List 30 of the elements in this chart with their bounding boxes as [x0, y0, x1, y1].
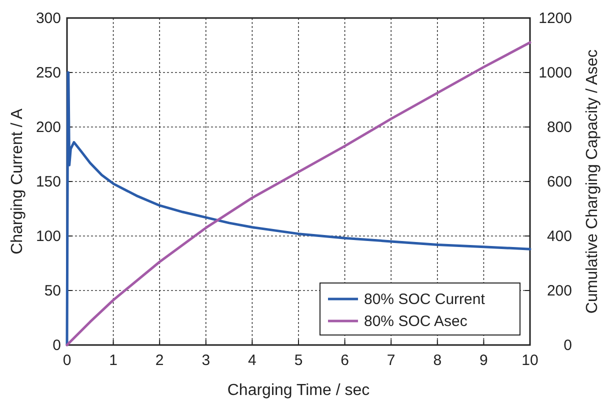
x-tick-label: 1 [109, 352, 118, 369]
x-axis-title: Charging Time / sec [227, 382, 370, 399]
legend-label: 80% SOC Current [364, 291, 486, 308]
y2-tick-label: 800 [546, 119, 572, 136]
y-tick-label: 300 [36, 10, 61, 27]
x-tick-label: 3 [202, 352, 210, 369]
y2-tick-label: 1200 [538, 10, 572, 27]
y-tick-label: 200 [36, 119, 61, 136]
y2-tick-label: 600 [546, 174, 572, 190]
x-tick-label: 10 [522, 352, 538, 369]
y-tick-label: 50 [44, 282, 61, 300]
y-tick-label: 150 [36, 174, 61, 190]
x-tick-label: 9 [480, 352, 488, 369]
y-tick-label: 0 [52, 337, 61, 354]
x-tick-label: 4 [248, 352, 256, 369]
y-tick-label: 100 [36, 228, 61, 245]
y2-tick-label: 200 [546, 282, 572, 300]
x-tick-label: 7 [386, 352, 396, 369]
y2-axis-title: Cumulative Charging Capacity / Asec [584, 49, 601, 314]
x-tick-label: 2 [155, 352, 164, 369]
y2-tick-label: 400 [546, 228, 572, 245]
x-tick-label: 0 [62, 352, 72, 369]
y2-tick-label: 1000 [538, 64, 572, 82]
y-axis-title: Charging Current / A [9, 108, 26, 254]
y2-tick-label: 0 [564, 337, 572, 354]
legend-label: 80% SOC Asec [364, 313, 468, 330]
x-tick-label: 8 [433, 352, 442, 369]
x-tick-label: 6 [340, 352, 349, 369]
x-tick-label: 5 [294, 352, 303, 369]
y-tick-label: 250 [36, 64, 61, 82]
